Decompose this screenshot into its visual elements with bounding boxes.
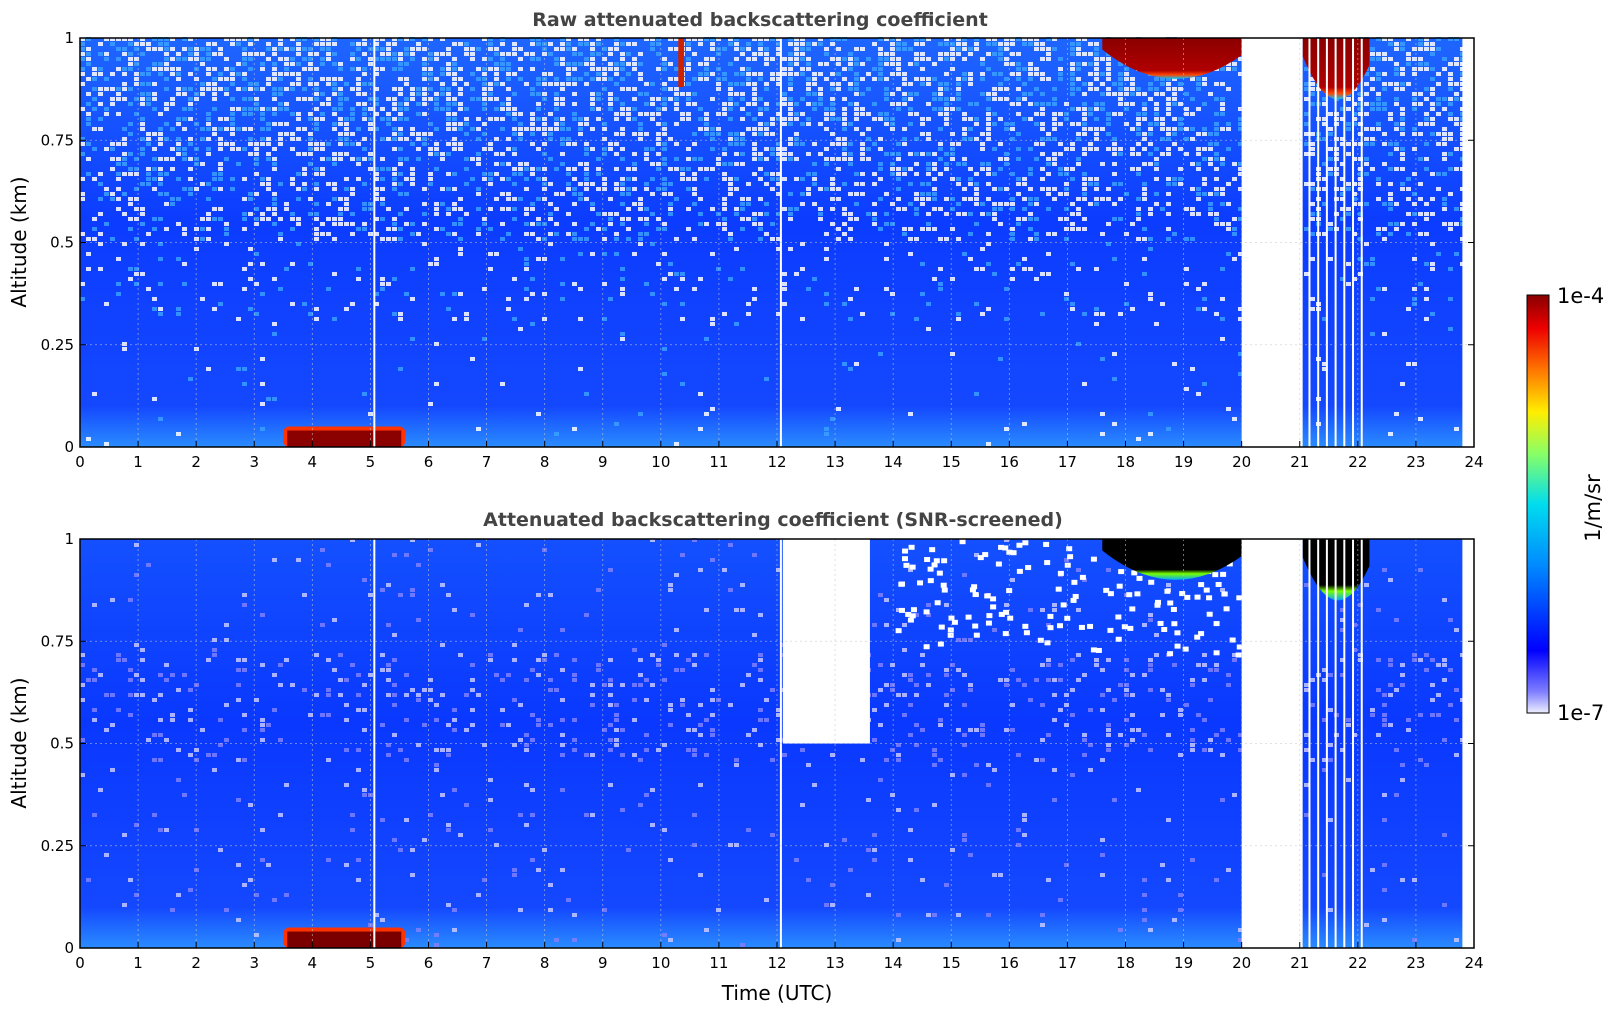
colorbar-max-label: 1e-4	[1557, 284, 1604, 308]
x-tick-label: 16	[1000, 453, 1019, 471]
x-tick-label: 2	[191, 453, 201, 471]
x-tick-label: 7	[482, 453, 492, 471]
dropout-column	[1317, 539, 1320, 948]
grid-lines	[80, 38, 1474, 447]
cloud-layer	[1102, 539, 1242, 580]
x-tick-label: 5	[366, 954, 376, 972]
y-tick-label: 0	[64, 438, 74, 456]
x-tick-label: 19	[1174, 453, 1193, 471]
y-tick-label: 1	[64, 530, 74, 548]
y-tick-label: 0.5	[50, 234, 74, 252]
x-tick-label: 9	[598, 453, 608, 471]
y-axis-label: Altitude (km)	[7, 176, 31, 307]
y-tick-label: 0.75	[41, 131, 74, 149]
y-axis-label: Altitude (km)	[7, 677, 31, 808]
x-tick-label: 3	[249, 954, 259, 972]
x-tick-label: 24	[1464, 453, 1483, 471]
x-tick-label: 22	[1348, 954, 1367, 972]
x-tick-label: 13	[826, 954, 845, 972]
x-tick-label: 11	[709, 453, 728, 471]
colorbar-unit-label: 1/m/sr	[1581, 474, 1605, 542]
dropout-column	[1343, 38, 1346, 447]
y-tick-label: 0	[64, 939, 74, 957]
y-tick-label: 1	[64, 29, 74, 47]
x-axis-ticks: 0 1 2 3 4 5 6 7 8 9 10 11 12 13 14 15 16 17 18 19 20 21 22 23 24	[75, 441, 1484, 471]
x-tick-label: 11	[709, 954, 728, 972]
x-tick-label: 23	[1406, 453, 1425, 471]
y-tick-label: 0.5	[50, 735, 74, 753]
y-axis-ticks: 0 0.25 0.5 0.75 1	[41, 29, 1474, 456]
dropout-column	[1308, 38, 1311, 447]
x-tick-label: 10	[651, 954, 670, 972]
x-tick-label: 7	[482, 954, 492, 972]
chart-title: Raw attenuated backscattering coefficien…	[532, 9, 988, 31]
x-tick-label: 6	[424, 954, 434, 972]
y-tick-label: 0.75	[41, 632, 74, 650]
grid-lines	[80, 539, 1474, 948]
x-tick-label: 15	[942, 453, 961, 471]
x-tick-label: 13	[826, 453, 845, 471]
x-tick-label: 1	[133, 453, 143, 471]
x-tick-label: 18	[1116, 453, 1135, 471]
dropout-column	[1308, 539, 1311, 948]
x-tick-label: 21	[1290, 954, 1309, 972]
x-tick-label: 5	[366, 453, 376, 471]
plume-trace	[678, 38, 685, 88]
cloud-layer	[1102, 38, 1242, 79]
dropout-column	[1343, 539, 1346, 948]
raw-backscatter-panel: Raw attenuated backscattering coefficien…	[7, 9, 1484, 471]
x-tick-label: 20	[1232, 954, 1251, 972]
x-tick-label: 6	[424, 453, 434, 471]
dropout-column	[373, 539, 376, 948]
x-tick-label: 3	[249, 453, 259, 471]
snr-screened-panel: Attenuated backscattering coefficient (S…	[7, 509, 1484, 1005]
x-tick-label: 19	[1174, 954, 1193, 972]
x-tick-label: 0	[75, 954, 85, 972]
x-tick-label: 18	[1116, 954, 1135, 972]
x-axis-ticks: 0 1 2 3 4 5 6 7 8 9 10 11 12 13 14 15 16 17 18 19 20 21 22 23 24	[75, 942, 1484, 972]
x-tick-label: 20	[1232, 453, 1251, 471]
y-tick-label: 0.25	[41, 336, 74, 354]
x-tick-label: 12	[767, 954, 786, 972]
surface-aerosol-core	[287, 931, 402, 948]
y-axis-ticks: 0 0.25 0.5 0.75 1	[41, 530, 1474, 957]
x-tick-label: 14	[884, 954, 903, 972]
x-tick-label: 8	[540, 954, 550, 972]
x-tick-label: 15	[942, 954, 961, 972]
surface-aerosol-core	[287, 430, 402, 447]
chart-title: Attenuated backscattering coefficient (S…	[483, 509, 1063, 531]
x-tick-label: 22	[1348, 453, 1367, 471]
colorbar-min-label: 1e-7	[1557, 701, 1604, 725]
dropout-column	[1352, 539, 1355, 948]
x-tick-label: 24	[1464, 954, 1483, 972]
x-tick-label: 9	[598, 954, 608, 972]
x-tick-label: 12	[767, 453, 786, 471]
x-axis-label: Time (UTC)	[721, 981, 833, 1005]
colorbar-gradient	[1526, 294, 1550, 714]
x-tick-label: 17	[1058, 954, 1077, 972]
x-tick-label: 4	[308, 453, 318, 471]
x-tick-label: 10	[651, 453, 670, 471]
x-tick-label: 23	[1406, 954, 1425, 972]
dropout-column	[1317, 38, 1320, 447]
colorbar: 1e-4 1e-7 1/m/sr	[1526, 284, 1605, 725]
x-tick-label: 8	[540, 453, 550, 471]
x-tick-label: 21	[1290, 453, 1309, 471]
y-tick-label: 0.25	[41, 837, 74, 855]
x-tick-label: 2	[191, 954, 201, 972]
dropout-column	[1352, 38, 1355, 447]
dropout-column	[373, 38, 376, 447]
x-tick-label: 0	[75, 453, 85, 471]
x-tick-label: 4	[308, 954, 318, 972]
x-tick-label: 14	[884, 453, 903, 471]
x-tick-label: 1	[133, 954, 143, 972]
x-tick-label: 17	[1058, 453, 1077, 471]
x-tick-label: 16	[1000, 954, 1019, 972]
